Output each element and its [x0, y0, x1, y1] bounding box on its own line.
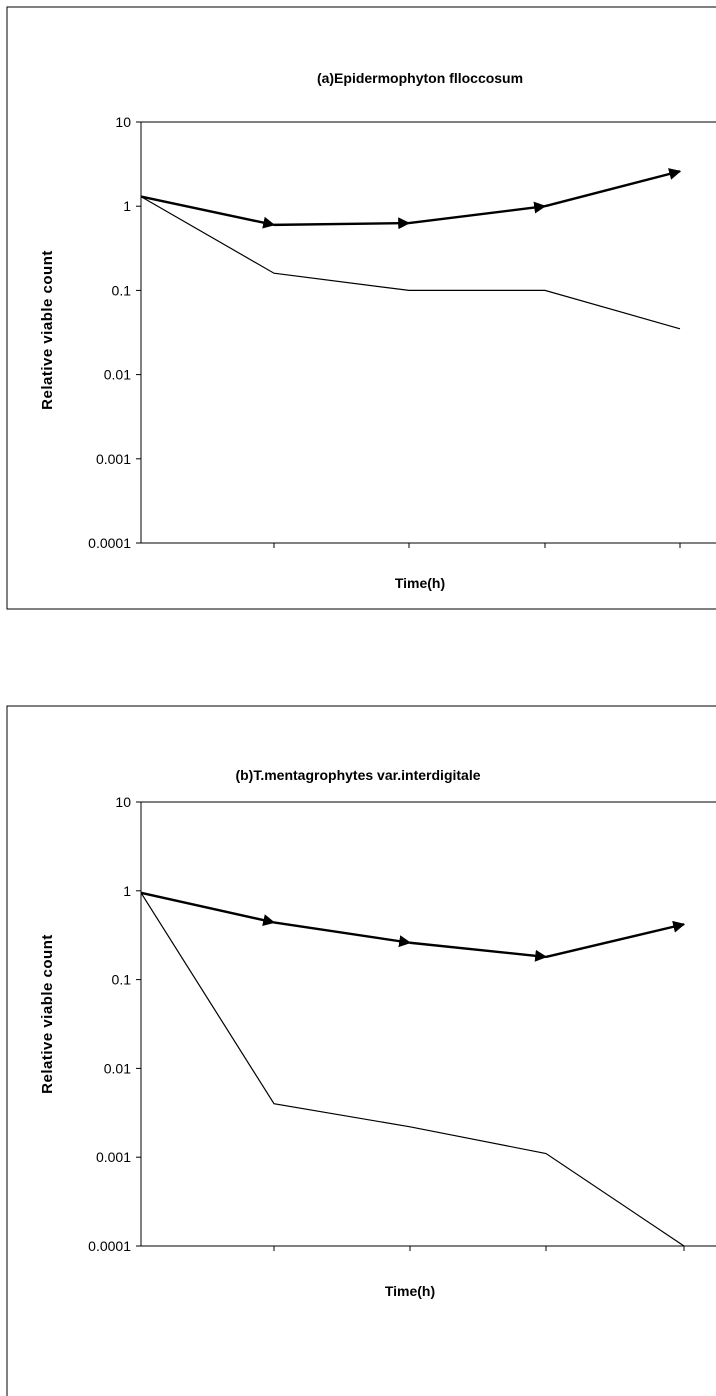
chart-b-series-0-segment	[409, 941, 548, 962]
chart-b-series-0-segment	[273, 921, 412, 948]
chart-a-y-tick-label: 0.1	[112, 282, 132, 298]
chart-a-y-tick-label: 0.0001	[88, 535, 131, 551]
chart-a-y-axis-label: Relative viable count	[39, 250, 56, 410]
chart-a-y-tick-label: 0.01	[104, 367, 131, 383]
chart-b-y-tick-label: 0.1	[112, 972, 132, 988]
chart-b-x-axis-label: Time(h)	[385, 1283, 435, 1299]
chart-b-y-tick-label: 0.01	[104, 1060, 131, 1076]
chart-a-y-tick-label: 1	[123, 198, 131, 214]
chart-b-y-tick-label: 1	[123, 883, 131, 899]
chart-a-frame	[6, 6, 716, 610]
chart-b-y-tick-label: 0.0001	[88, 1238, 131, 1254]
chart-a-y-tick-label: 0.001	[96, 451, 131, 467]
chart-b-y-tick-label: 0.001	[96, 1149, 131, 1165]
chart-b-plot-area: 10 1 0.1 0.01 0.001 0.0001	[88, 794, 716, 1254]
chart-a-series-0-segment	[408, 201, 547, 225]
chart-b-y-axis-label: Relative viable count	[39, 934, 56, 1094]
chart-a-series-0-segment	[273, 217, 411, 230]
chart-a-series-0-segment	[544, 168, 682, 208]
chart-b-frame	[6, 705, 716, 1396]
chart-a: (a)Epidermophyton flloccosum Time(h) Rel…	[6, 6, 716, 610]
chart-a-series-1-line	[140, 196, 681, 330]
chart-a-y-tick-label: 10	[115, 114, 131, 130]
chart-b-title: (b)T.mentagrophytes var.interdigitale	[235, 767, 480, 783]
chart-b-series-0-segment	[545, 920, 686, 959]
chart-a-series-0-segment	[140, 195, 276, 229]
chart-b: (b)T.mentagrophytes var.interdigitale Ti…	[6, 705, 716, 1396]
chart-a-plot-area: 10 1 0.1 0.01 0.001 0.0001	[88, 114, 716, 551]
chart-a-title: (a)Epidermophyton flloccosum	[317, 70, 523, 86]
chart-b-y-tick-label: 10	[115, 794, 131, 810]
chart-b-series-1-line	[140, 892, 685, 1247]
chart-b-series-0-segment	[140, 891, 276, 926]
chart-a-x-axis-label: Time(h)	[395, 575, 445, 591]
